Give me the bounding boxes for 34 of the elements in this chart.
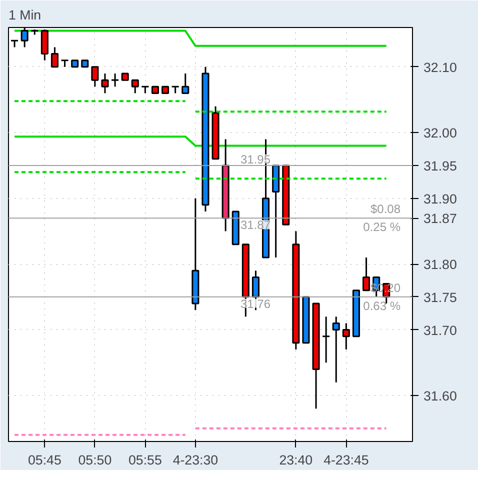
candlestick — [322, 316, 330, 364]
x-tick-label: 4-23:45 — [324, 452, 369, 468]
y-tick-label: 31.60 — [424, 388, 457, 404]
y-tick-label: 31.70 — [424, 322, 457, 338]
annotation: $0.08 — [370, 202, 401, 216]
candlestick — [332, 316, 340, 384]
annotation: 0.63 % — [363, 298, 401, 313]
ref-line-label: 31.87 — [424, 211, 457, 226]
candlestick — [110, 72, 120, 88]
ref-line-label: 31.95 — [424, 158, 457, 174]
candlestick — [50, 46, 58, 68]
x-tick-label: 05:50 — [78, 452, 112, 468]
candlestick — [342, 322, 350, 350]
annotation: $0.20 — [370, 280, 401, 295]
candlestick — [362, 256, 370, 292]
x-tick-label: 4-23:30 — [172, 452, 218, 468]
annotation: 31.76 — [240, 296, 271, 311]
chart-title: 1 Min — [8, 8, 42, 22]
annotation: 0.25 % — [363, 220, 401, 234]
y-tick-label: 31.90 — [424, 191, 457, 206]
y-tick-label: 32.00 — [424, 126, 457, 141]
y-tick-label: 31.80 — [424, 257, 457, 272]
y-tick-label: 32.10 — [424, 60, 457, 75]
candlestick — [60, 60, 70, 68]
annotation: 31.95 — [240, 152, 271, 166]
x-tick-label: 05:55 — [128, 452, 162, 468]
x-tick-label: 05:45 — [28, 452, 62, 468]
candlestick — [91, 66, 99, 88]
candlestick — [182, 72, 190, 94]
annotation: 31.87 — [240, 218, 271, 232]
ref-line-label: 31.75 — [424, 290, 457, 305]
candlestick — [131, 79, 139, 94]
x-tick-label: 23:40 — [279, 452, 313, 468]
candlestick — [101, 72, 109, 94]
